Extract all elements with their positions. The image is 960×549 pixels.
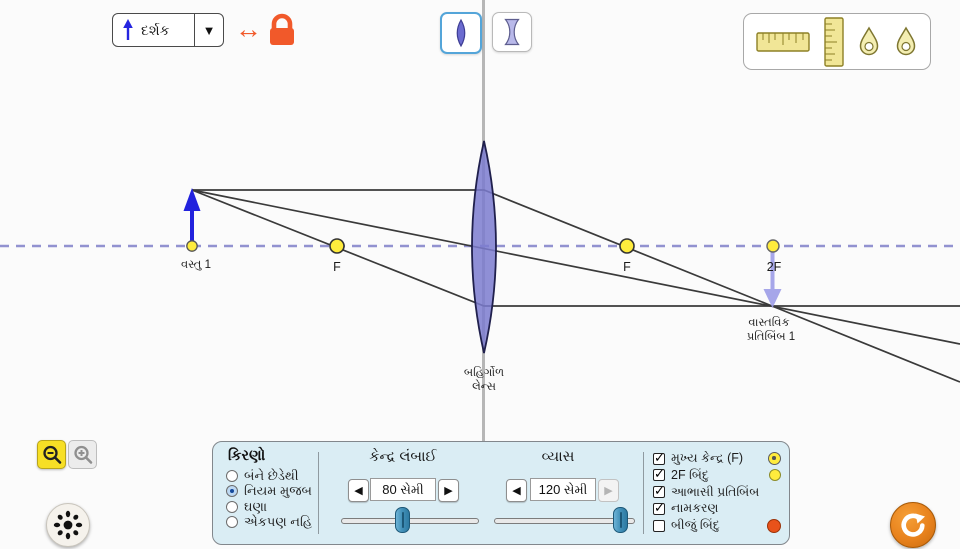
visibility-checkboxes: મુખ્ય કેન્દ્ર (F) 2F બિંદુ આભાસી પ્રતિબિ… [653,450,781,533]
concave-lens-button[interactable] [492,12,532,52]
left-triangle-icon: ◀ [354,485,363,497]
combo-dropdown-button[interactable]: ▼ [195,14,223,46]
reset-arrow-icon [901,513,925,537]
diameter-decrement-button[interactable]: ◀ [506,479,527,502]
horizontal-drag-icon[interactable]: ↔ [235,14,262,44]
checkbox[interactable] [653,519,665,532]
magnifier-plus-icon [73,445,92,464]
zoom-out-button[interactable] [37,440,66,469]
lens-label-line2: લેન્સ [472,379,496,393]
vertical-ruler-tool[interactable] [823,16,845,67]
focal-length-decrement-button[interactable]: ◀ [348,479,369,502]
checkbox[interactable] [653,483,665,499]
object-selector-label: દર્શક [141,21,170,38]
diameter-title: વ્યાસ [541,449,575,465]
diameter-increment-button[interactable]: ▶ [598,479,619,502]
diameter-slider-track[interactable] [494,518,635,524]
object-selector-combo[interactable]: દર્શક ▼ [112,13,224,47]
checkbox[interactable] [653,500,665,516]
convex-lens[interactable] [471,140,497,354]
principal-rays [191,189,960,383]
focal-length-value: 80 સેમી [370,478,436,501]
horizontal-ruler-tool[interactable] [756,31,811,53]
object-label: વસ્તુ 1 [181,259,211,271]
rays-option-none[interactable]: એકપણ નહિ [226,514,312,529]
ray-parallel [192,189,960,383]
focal-label-right: F [623,260,631,274]
light-source-button[interactable] [46,503,90,547]
object-position-dot[interactable] [186,240,198,252]
two-f-label: 2F [767,260,782,274]
image-arrowhead [763,289,782,308]
convex-lens-icon [456,18,466,48]
diameter-value: 120 સેમી [530,478,596,501]
control-panel [212,441,790,545]
position-marker-tool-2[interactable] [894,26,918,58]
lock-icon[interactable] [265,13,299,47]
focal-length-title: કેન્દ્ર લંબાઈ [369,449,437,465]
rays-option-marginal[interactable]: બંને છેડેથી [226,468,312,483]
radio-circle-selected[interactable] [226,485,238,498]
magnifier-minus-icon [42,445,61,464]
radio-circle[interactable] [226,500,238,513]
checkbox-focal-points[interactable]: મુખ્ય કેન્દ્ર (F) [653,450,781,466]
checkbox[interactable] [653,466,665,482]
focal-point-icon [768,452,781,465]
left-triangle-icon: ◀ [512,485,521,497]
image-label-line2: પ્રતિબિંબ 1 [746,329,795,343]
panel-divider-1 [318,452,319,534]
focal-length-slider-thumb[interactable] [395,507,410,533]
object-arrowhead [183,188,201,211]
convex-lens-button[interactable] [440,12,482,54]
checkbox-virtual-image[interactable]: આભાસી પ્રતિબિંબ [653,483,781,499]
combo-divider [193,14,195,46]
rays-section-title: કિરણો [228,448,266,464]
lens-label-line1: બહિર્ગોળ [464,365,504,379]
right-triangle-icon: ▶ [444,485,453,497]
two-f-point [766,239,780,253]
concave-lens-icon [504,18,520,46]
reset-all-button[interactable] [890,502,936,548]
focal-point-left [329,238,345,254]
position-marker-tool-1[interactable] [857,26,881,58]
ray-central [191,189,960,345]
checkbox-second-point[interactable]: બીજું બિંદુ [653,518,781,533]
chevron-down-icon: ▼ [202,22,216,38]
image-arrow [763,250,782,308]
rays-option-principal[interactable]: નિયમ મુજબ [226,483,312,498]
focal-point-right [619,238,635,254]
toolbox [743,13,931,70]
rays-option-many[interactable]: ઘણા [226,499,312,514]
two-f-point-icon [769,469,781,482]
focal-length-increment-button[interactable]: ▶ [438,479,459,502]
checkbox[interactable] [653,450,665,466]
up-arrow-icon [123,19,133,40]
panel-divider-2 [643,452,644,534]
checkbox-labels[interactable]: નામકરણ [653,500,781,516]
object-arrow[interactable] [183,188,201,244]
image-label-line1: વાસ્તવિક [748,315,790,329]
radio-circle[interactable] [226,516,238,529]
rays-radio-group: બંને છેડેથી નિયમ મુજબ ઘણા એકપણ નહિ [226,468,312,529]
radio-circle[interactable] [226,469,238,482]
focal-length-slider-track[interactable] [341,518,479,524]
object-selector-current[interactable]: દર્શક [113,14,194,46]
diameter-slider-thumb[interactable] [613,507,628,533]
zoom-in-button[interactable] [68,440,97,469]
sun-burst-icon [53,510,83,540]
second-point-icon [767,518,781,533]
ray-focal [191,189,960,307]
right-triangle-icon: ▶ [604,485,613,497]
focal-label-left: F [333,260,341,274]
checkbox-2f-points[interactable]: 2F બિંદુ [653,466,781,482]
